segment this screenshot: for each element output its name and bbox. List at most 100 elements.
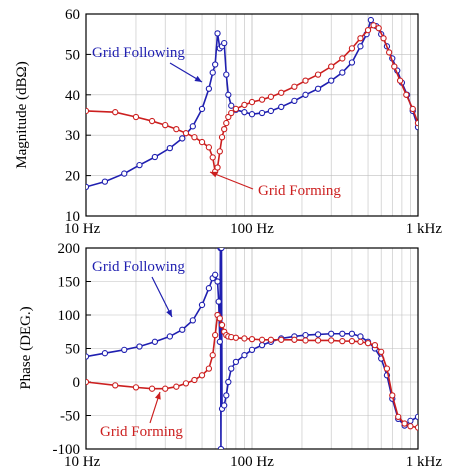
grid-forming-point [182, 130, 190, 137]
grid-following-point [241, 109, 248, 116]
grid-following-point [314, 85, 322, 92]
grid-following-point [205, 285, 213, 292]
grid-forming-point [396, 77, 404, 84]
grid-forming-point [241, 101, 248, 109]
y-tick-label: 60 [65, 7, 80, 23]
grid-forming-point [339, 55, 346, 62]
grid-forming-point [205, 144, 213, 151]
grid-following-point [214, 30, 221, 37]
grid-following-annotation-arrow [151, 276, 173, 318]
grid-forming-point [248, 98, 256, 106]
grid-forming-point [348, 337, 356, 345]
grid-following-point [223, 71, 230, 78]
grid-forming-point [389, 392, 396, 399]
grid-forming-point [216, 148, 223, 155]
grid-forming-point [258, 336, 266, 343]
y-axis-title: Magnitude (dBΩ) [14, 61, 30, 168]
grid-following-point [248, 111, 256, 118]
grid-following-point [407, 417, 414, 425]
grid-following-point [248, 346, 256, 353]
grid-forming-point [182, 380, 190, 387]
grid-forming-point [241, 335, 248, 342]
y-tick-label: 20 [65, 169, 80, 185]
grid-following-point [179, 326, 186, 333]
grid-forming-point [291, 336, 298, 343]
grid-following-point [212, 61, 219, 68]
grid-following-point [339, 330, 346, 337]
y-tick-label: 150 [58, 275, 81, 291]
phase-panel: -100 -50 0 50 100 150 200 10 Hz 100 Hz 1 kHz Phase… [18, 241, 442, 470]
grid-forming-point [348, 45, 356, 52]
grid-forming-point [339, 337, 346, 345]
grid-following-point [357, 333, 364, 340]
grid-forming-point [278, 336, 285, 343]
grid-forming-point [385, 49, 393, 56]
grid-forming-point [364, 27, 372, 34]
grid-following-point [198, 301, 206, 309]
y-tick-label: 50 [65, 342, 80, 358]
grid-forming-point [378, 348, 385, 355]
grid-following-point [225, 91, 232, 98]
grid-forming-point [132, 384, 140, 391]
grid-following-point [121, 346, 128, 353]
grid-forming-point [328, 337, 335, 344]
grid-forming-point [221, 125, 228, 133]
y-tick-label: 200 [58, 241, 81, 257]
grid-following-point [328, 330, 335, 337]
grid-following-point [348, 330, 356, 337]
grid-forming-point [198, 372, 206, 379]
grid-forming-arrowhead [154, 392, 161, 400]
x-tick-label: 10 Hz [64, 454, 101, 470]
grid-forming-point [370, 22, 377, 29]
grid-following-point [86, 353, 90, 360]
grid-following-point [225, 378, 232, 386]
y-tick-label: 40 [65, 88, 80, 104]
grid-forming-point [191, 376, 198, 384]
grid-following-point [166, 333, 174, 340]
x-tick-label: 1 kHz [406, 221, 443, 237]
grid-following-arrowhead [166, 309, 172, 317]
grid-forming-point [112, 382, 119, 389]
grid-following-point [291, 97, 298, 105]
grid-forming-annotation-arrow [209, 171, 254, 190]
grid-forming-point [205, 365, 213, 372]
grid-forming-point [218, 321, 226, 329]
y-tick-label: 0 [73, 375, 81, 391]
grid-following-point [101, 350, 109, 357]
grid-following-point [212, 271, 219, 278]
grid-following-point [223, 392, 230, 399]
grid-forming-point [314, 337, 322, 344]
y-tick-label: 30 [65, 128, 80, 144]
grid-forming-arrowhead [210, 171, 218, 178]
x-tick-label: 100 Hz [230, 221, 274, 237]
grid-forming-point [148, 117, 156, 125]
grid-forming-point [403, 91, 410, 98]
grid-forming-point [228, 109, 235, 117]
grid-forming-point [371, 341, 379, 349]
grid-forming-point [86, 378, 90, 386]
grid-forming-point [267, 93, 275, 100]
grid-forming-annotation: Grid Forming [258, 183, 341, 199]
grid-forming-point [395, 413, 402, 420]
y-tick-label: 50 [65, 47, 80, 63]
grid-following-point [136, 161, 143, 169]
grid-forming-point [401, 420, 408, 427]
magnitude-panel: 10 20 30 40 50 60 10 Hz 100 Hz 1 kHz Magnitude (d… [14, 7, 442, 237]
grid-forming-point [357, 338, 364, 345]
grid-forming-point [383, 365, 391, 372]
grid-forming-annotation: Grid Forming [100, 424, 183, 440]
y-tick-label: 100 [58, 308, 81, 324]
grid-forming-point [173, 383, 180, 390]
grid-forming-point [314, 71, 322, 78]
grid-forming-point [248, 335, 256, 343]
grid-following-point [241, 352, 248, 359]
grid-forming-point [267, 336, 275, 343]
grid-following-point [278, 103, 285, 111]
grid-forming-point [162, 385, 169, 392]
grid-following-arrowhead [194, 75, 202, 82]
grid-forming-point [391, 63, 398, 70]
grid-forming-point [214, 164, 221, 171]
grid [85, 13, 419, 217]
grid-forming-point [409, 105, 416, 113]
